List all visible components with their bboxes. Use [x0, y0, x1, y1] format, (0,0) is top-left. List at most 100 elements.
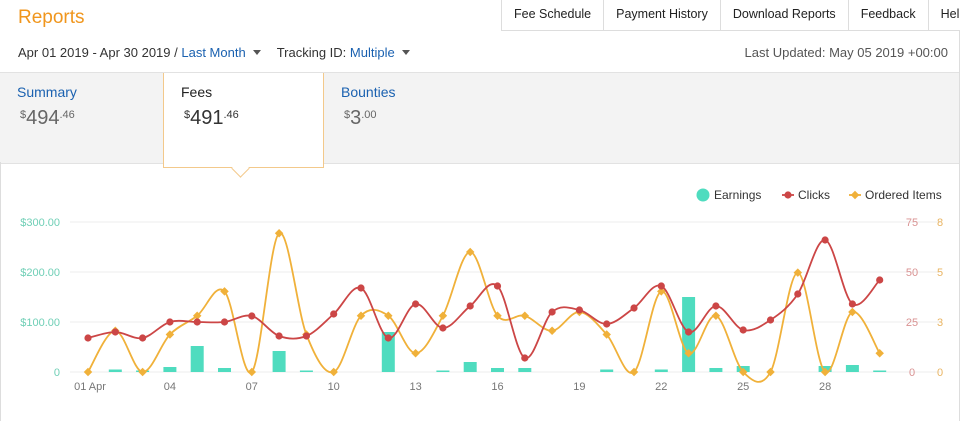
tracking-id-label: Tracking ID: [276, 45, 347, 60]
clicks-point [439, 324, 447, 332]
earnings-bar [163, 367, 177, 372]
period-dropdown-caret-icon[interactable] [252, 50, 261, 55]
clicks-point [548, 308, 556, 316]
ordered-items-point [684, 349, 693, 358]
ordered-items-point [547, 326, 557, 335]
x-tick-label: 28 [819, 381, 831, 393]
x-tick-label: 13 [409, 381, 421, 393]
clicks-line [87, 239, 881, 359]
y-left-tick-label: $100.00 [20, 317, 60, 329]
tab-summary[interactable]: Summary $494.46 [0, 73, 163, 163]
y-right-tick-label: 0 [937, 367, 943, 379]
amount-cents: .00 [361, 109, 377, 121]
clicks-point [357, 284, 365, 292]
clicks-point [657, 282, 665, 290]
clicks-point [384, 334, 392, 342]
period-selector[interactable]: Last Month [181, 45, 246, 60]
payment-history-link[interactable]: Payment History [604, 0, 721, 30]
clicks-point [685, 328, 693, 336]
amount-dollars: 3 [350, 107, 362, 129]
clicks-point [521, 354, 529, 362]
ordered-items-point [220, 287, 229, 296]
x-tick-label: 04 [164, 381, 176, 393]
clicks-point [330, 310, 338, 318]
fee-schedule-link[interactable]: Fee Schedule [502, 0, 605, 30]
download-reports-link[interactable]: Download Reports [721, 0, 849, 30]
ordered-items-point [629, 367, 639, 377]
ordered-items-point [165, 330, 175, 339]
date-range-text: Apr 01 2019 - Apr 30 2019 / [18, 45, 178, 60]
tab-fees-label: Fees [181, 84, 213, 100]
ordered-items-point [384, 311, 393, 320]
tab-bounties[interactable]: Bounties $3.00 [324, 73, 484, 163]
clicks-point [412, 300, 420, 308]
y-right-tick-label: 8 [937, 217, 943, 229]
earnings-bar [709, 368, 723, 372]
y-left-tick-label: $200.00 [20, 267, 60, 279]
ordered-items-point [657, 287, 666, 296]
feedback-link[interactable]: Feedback [849, 0, 929, 30]
ordered-items-line [87, 232, 881, 383]
amount-cents: .46 [223, 109, 239, 121]
x-tick-label: 01 Apr [74, 381, 106, 393]
chart-svg: $300.00 75 8 $200.00 50 5 $100.00 25 3 0 0 0 01 Apr 0… [20, 188, 943, 393]
ordered-items-point [766, 367, 775, 377]
ordered-items-point [602, 330, 611, 339]
x-tick-label: 07 [246, 381, 258, 393]
tracking-dropdown-caret-icon[interactable] [401, 50, 410, 55]
clicks-point [712, 302, 720, 310]
x-tick-label: 25 [737, 381, 749, 393]
clicks-point [739, 326, 747, 334]
legend-clicks-swatch [784, 191, 792, 199]
clicks-point [466, 302, 474, 310]
clicks-point [139, 334, 147, 342]
last-updated-text: Last Updated: May 05 2019 +00:00 [744, 45, 948, 60]
legend-earnings-swatch [696, 188, 710, 202]
y-mid-tick-label: 25 [906, 317, 918, 329]
clicks-point [630, 304, 638, 312]
x-tick-label: 22 [655, 381, 667, 393]
ordered-items-point [192, 311, 202, 320]
earnings-bar [463, 362, 477, 372]
amount-dollars: 494 [26, 107, 60, 129]
x-tick-label: 16 [491, 381, 503, 393]
y-right-tick-label: 5 [937, 267, 943, 279]
ordered-items-point [465, 247, 475, 257]
clicks-point [575, 306, 584, 314]
legend-label: Ordered Items [865, 188, 942, 202]
clicks-point [248, 312, 256, 320]
top-navigation: Fee Schedule Payment History Download Re… [501, 0, 960, 31]
earnings-bar [518, 368, 532, 372]
ordered-items-point [738, 367, 748, 377]
tab-fees[interactable]: Fees $491.46 [163, 73, 324, 168]
clicks-point [220, 318, 229, 326]
clicks-point [493, 282, 502, 290]
currency-symbol: $ [344, 109, 351, 121]
tab-bounties-amount: $3.00 [344, 107, 377, 130]
clicks-point [821, 236, 829, 244]
legend-label: Clicks [798, 188, 830, 202]
panel-border-left [0, 162, 1, 421]
clicks-point [302, 332, 310, 340]
clicks-point [166, 318, 174, 326]
currency-symbol: $ [20, 109, 27, 121]
ordered-items-point [711, 311, 721, 320]
help-link[interactable]: Help [940, 7, 960, 21]
ordered-items-point [875, 349, 884, 358]
amount-dollars: 491 [190, 107, 224, 129]
y-left-tick-label: $300.00 [20, 217, 60, 229]
clicks-point [848, 300, 857, 308]
ordered-items-point [83, 367, 93, 377]
tracking-id-selector[interactable]: Multiple [349, 45, 395, 60]
earnings-bar [436, 370, 450, 372]
y-mid-tick-label: 75 [906, 217, 918, 229]
earnings-bar [654, 369, 668, 372]
legend-label: Earnings [714, 188, 761, 202]
ordered-items-point [793, 268, 803, 277]
ordered-items-point [411, 349, 420, 358]
earnings-bar [299, 370, 313, 372]
earnings-bar [190, 346, 204, 372]
amount-cents: .46 [59, 109, 75, 121]
ordered-items-point [438, 311, 448, 320]
earnings-bar [491, 368, 504, 372]
